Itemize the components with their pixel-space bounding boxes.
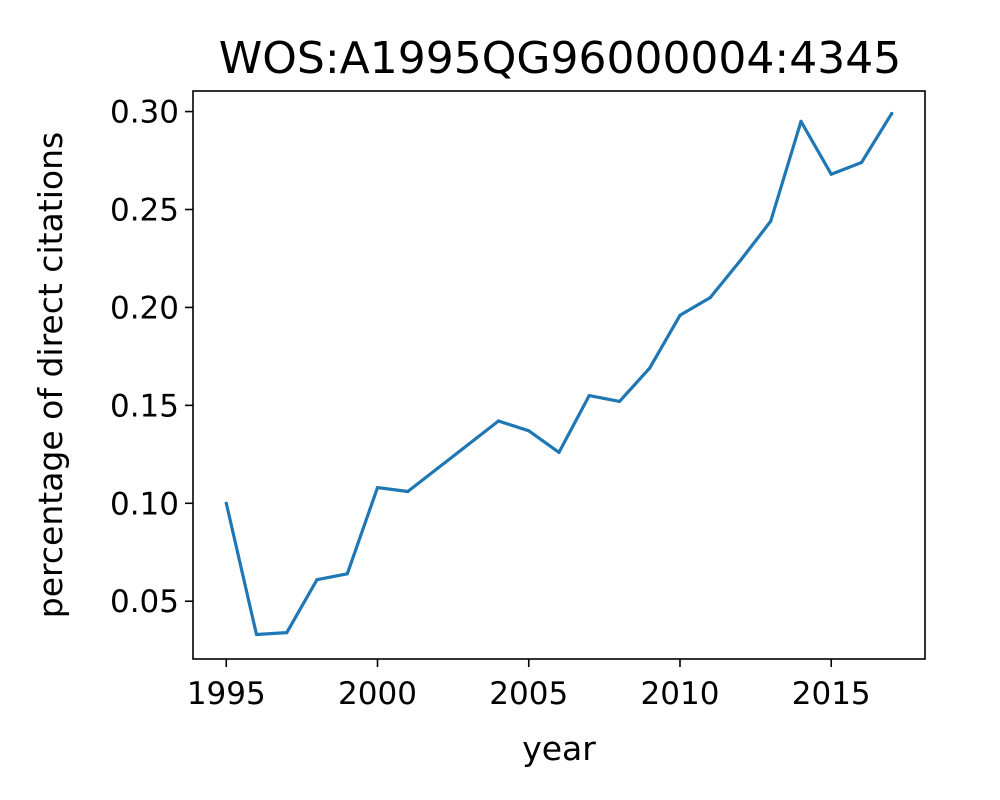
data-point [527, 429, 531, 433]
data-point [345, 572, 349, 576]
data-point [496, 419, 501, 423]
series-layer [224, 111, 894, 637]
x-tick-label: 2015 [792, 676, 871, 712]
data-point [859, 160, 864, 165]
data-point [254, 632, 259, 637]
y-tick-label: 0.30 [110, 95, 179, 131]
data-point [436, 466, 440, 470]
data-point [285, 631, 289, 635]
x-tick-label: 1995 [187, 676, 266, 712]
data-point [587, 394, 591, 398]
chart-title: WOS:A1995QG96000004:4345 [219, 33, 901, 84]
y-tick-label: 0.20 [110, 290, 179, 326]
data-point [738, 258, 743, 262]
data-point [617, 399, 622, 403]
data-point [406, 489, 410, 494]
x-tick-label: 2005 [489, 676, 568, 712]
data-point [799, 119, 803, 123]
plot-area [192, 90, 926, 660]
data-point [224, 501, 228, 505]
y-tick-label: 0.05 [110, 584, 179, 620]
y-tick-label: 0.10 [110, 486, 179, 522]
data-point [708, 296, 712, 300]
x-tick-label: 2010 [641, 676, 720, 712]
data-point [769, 219, 773, 223]
data-point [829, 172, 833, 176]
data-point [648, 366, 652, 370]
series-line [224, 111, 894, 637]
data-point [890, 111, 894, 116]
x-tick-label: 2000 [338, 676, 417, 712]
x-axis: 1995 2000 2005 2010 2015 [187, 659, 871, 712]
data-point [678, 313, 682, 317]
y-axis-label: percentage of direct citations [31, 132, 70, 618]
plot-frame [192, 90, 926, 660]
y-tick-label: 0.15 [110, 388, 179, 424]
data-point [466, 442, 470, 447]
data-point [375, 486, 380, 490]
y-tick-label: 0.25 [110, 192, 179, 228]
y-axis: 0.05 0.10 0.15 0.20 0.25 0.30 [110, 95, 193, 620]
data-point [557, 450, 561, 454]
x-axis-label: year [522, 729, 596, 768]
data-point [315, 578, 319, 582]
